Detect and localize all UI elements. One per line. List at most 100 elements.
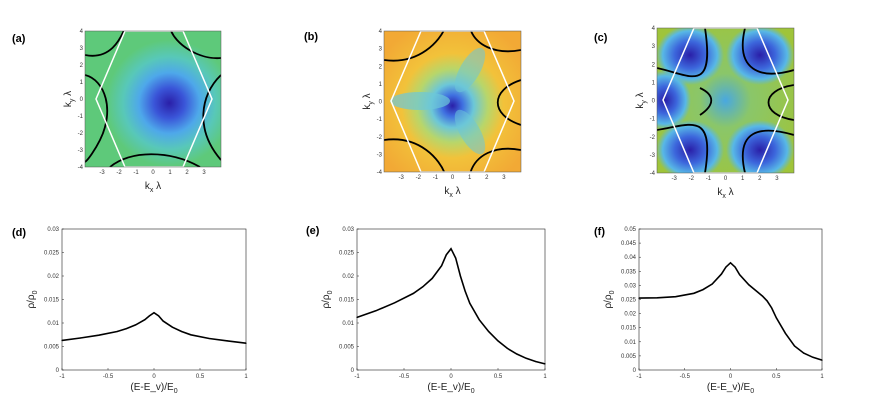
- data-point-e-14: [488, 330, 490, 333]
- data-point-f-8: [729, 262, 732, 264]
- heatmap-b-ytick-4: 0: [379, 100, 383, 106]
- plot-e-ytick-2: 0.02: [342, 274, 354, 280]
- data-point-f-7: [725, 266, 727, 268]
- heatmap-c-xtick-4: 1: [741, 176, 745, 182]
- data-point-f-14: [766, 300, 768, 302]
- plot-f-ytick-2: 0.04: [624, 255, 636, 261]
- plot-f-ytick-6: 0.02: [624, 312, 636, 318]
- fermi-contour-c-5: [767, 84, 794, 121]
- plot-f-xlabel: (E-E_v)/E0: [707, 382, 754, 395]
- plot-d-ylabel: ρ/ρ0: [26, 290, 39, 308]
- plot-d-xtick-4: 1: [244, 374, 248, 380]
- panel-label-a: (a): [12, 33, 26, 45]
- plot-f-xtick-4: 1: [820, 374, 824, 380]
- heatmap-a-xtick-2: -1: [133, 170, 139, 176]
- plot-e-ytick-3: 0.015: [339, 298, 355, 304]
- data-point-e-2: [394, 302, 396, 304]
- heatmap-a-xtick-0: -3: [99, 170, 105, 176]
- heatmap-c-ytick-0: 4: [652, 26, 656, 32]
- heatmap-b-ylabel: ky λ: [362, 93, 375, 109]
- data-point-e-6: [441, 265, 443, 267]
- fermi-contour-b-2: [384, 138, 446, 172]
- heatmap-b-ytick-7: -3: [377, 152, 383, 158]
- heatmap-c-xtick-0: -3: [671, 176, 677, 182]
- plot-f-ytick-3: 0.035: [621, 269, 637, 275]
- plot-d-ytick-1: 0.025: [44, 251, 60, 257]
- plot-f-xtick-1: -0.5: [680, 374, 691, 380]
- data-point-e-19: [535, 360, 537, 363]
- plot-d-xlabel: (E-E_v)/E0: [130, 382, 177, 395]
- fermi-contour-c-2: [741, 28, 794, 75]
- heatmap-c-xtick-3: 0: [724, 176, 728, 182]
- data-point-e-20: [544, 363, 546, 365]
- data-point-f-16: [775, 317, 777, 319]
- panel-label-c: (c): [594, 32, 608, 44]
- heatmap-a: [84, 30, 222, 168]
- heatmap-a-ytick-3: 1: [80, 80, 84, 86]
- heatmap-b-ytick-2: 2: [379, 64, 383, 70]
- fermi-contour-b-5: [469, 147, 521, 172]
- plot-f-xtick-2: 0: [729, 374, 733, 380]
- line-plot-d: -1 -0.5 0 0.5 1 0.03 0.025 0.02 0.015 0.01 0.005 0 (…: [26, 227, 248, 395]
- data-point-e-5: [431, 277, 433, 279]
- plot-f-xtick-0: -1: [636, 374, 642, 380]
- heatmap-c-ytick-1: 3: [652, 44, 656, 50]
- plot-frame-d: [61, 228, 247, 371]
- data-point-e-11: [464, 290, 466, 292]
- data-point-e-15: [497, 340, 499, 342]
- heatmap-c-ytick-4: 0: [652, 99, 656, 105]
- fermi-contour-b-3: [470, 31, 521, 53]
- plot-f-ytick-1: 0.045: [621, 241, 637, 247]
- data-point-f-2: [675, 296, 677, 298]
- data-point-d-6: [144, 319, 146, 321]
- fermi-contour-c-4: [741, 129, 794, 173]
- data-point-d-11: [171, 326, 173, 328]
- heatmap-a-ytick-2: 2: [80, 63, 84, 69]
- brillouin-zone-a: [95, 31, 213, 167]
- heatmap-a-ytick-1: 3: [80, 46, 84, 52]
- data-point-d-10: [162, 320, 164, 322]
- data-point-e-3: [412, 292, 414, 294]
- heatmap-a-xtick-5: 2: [185, 170, 189, 176]
- data-point-e-17: [516, 353, 518, 355]
- data-point-d-15: [227, 340, 229, 342]
- heatmap-c-ylabel: ky λ: [635, 92, 648, 108]
- heatmap-c-xtick-6: 3: [775, 176, 779, 182]
- plot-f-ylabel: ρ/ρ0: [603, 290, 616, 308]
- heatmap-b-xtick-4: 1: [468, 175, 472, 181]
- data-point-d-8: [153, 312, 155, 314]
- plot-e-xtick-3: 0.5: [494, 374, 503, 380]
- plot-e-xtick-2: 0: [449, 374, 453, 380]
- data-point-d-7: [148, 315, 150, 317]
- heatmap-b-xtick-1: -2: [416, 175, 422, 181]
- heatmap-a-ytick-8: -4: [78, 165, 84, 171]
- plot-f-ytick-0: 0.05: [624, 227, 636, 233]
- fermi-contour-b-4: [496, 79, 521, 126]
- heatmap-b-ytick-1: 3: [379, 47, 383, 53]
- data-point-f-4: [702, 289, 704, 291]
- heatmap-c-ytick-3: 1: [652, 80, 656, 86]
- plot-d-ytick-0: 0.03: [47, 227, 59, 233]
- heatmap-b: [383, 30, 522, 173]
- panel-label-b: (b): [304, 31, 318, 43]
- plot-e-xtick-1: -0.5: [399, 374, 410, 380]
- data-point-f-17: [784, 332, 787, 334]
- data-point-f-21: [821, 359, 823, 361]
- heatmap-c-ytick-7: -3: [650, 153, 656, 159]
- heatmap-c-xtick-1: -2: [689, 176, 695, 182]
- heatmap-b-ytick-5: -1: [377, 117, 383, 123]
- heatmap-a-xlabel: kx λ: [145, 181, 161, 194]
- heatmap-c-ytick-6: -2: [650, 135, 656, 141]
- data-point-f-6: [720, 273, 723, 275]
- heatmap-c-xtick-2: -1: [706, 176, 712, 182]
- fermi-contour-a-5: [109, 153, 201, 167]
- plot-e-ylabel: ρ/ρ0: [321, 290, 334, 308]
- data-point-e-0: [356, 316, 358, 318]
- heatmap-a-xtick-3: 0: [151, 170, 155, 176]
- data-point-d-1: [79, 337, 81, 339]
- data-point-f-10: [739, 274, 741, 276]
- data-point-f-5: [711, 283, 713, 285]
- heatmap-b-ytick-8: -4: [377, 170, 383, 176]
- series-line-e: [356, 247, 546, 365]
